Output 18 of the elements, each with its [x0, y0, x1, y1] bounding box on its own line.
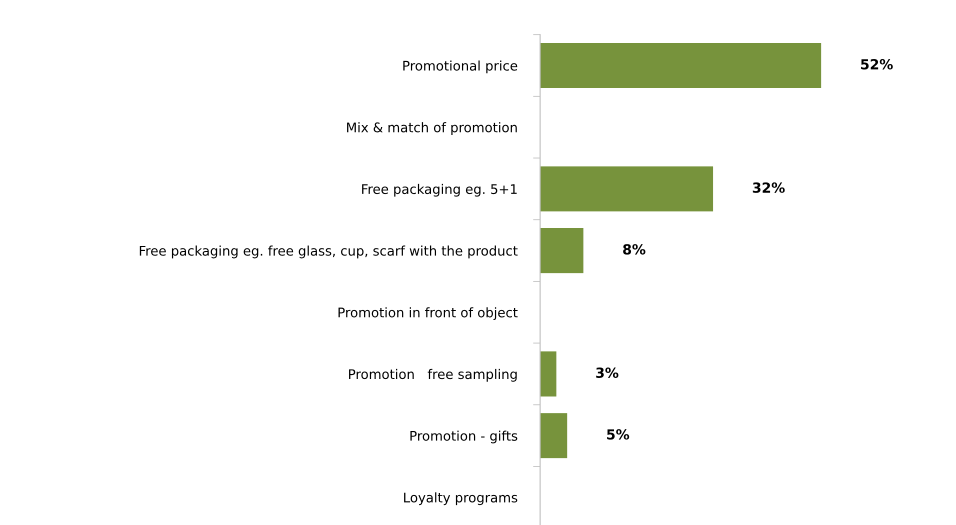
y-tick-label: Promotional price — [403, 60, 518, 74]
data-label: 5% — [607, 429, 630, 440]
bar — [540, 351, 556, 396]
y-tick-label: Free packaging eg. 5+1 — [362, 184, 517, 197]
bar — [540, 42, 822, 88]
y-tick-label: Promotion in front of object — [338, 307, 518, 320]
bar — [540, 166, 714, 212]
y-tick-label: Promotion free sampling — [349, 368, 517, 382]
y-tick-label: Free packaging eg. free glass, cup, scarf with the product — [140, 246, 518, 258]
y-tick-label: Mix & match of promotion — [347, 122, 517, 135]
data-label: 3% — [596, 367, 618, 378]
data-label: 32% — [752, 182, 785, 193]
data-label: 8% — [623, 244, 646, 255]
data-label: 52% — [861, 59, 893, 70]
bar — [540, 413, 568, 458]
y-tick-label: Promotion - gifts — [410, 430, 518, 444]
bar — [540, 228, 584, 274]
y-tick-label: Loyalty programs — [404, 492, 518, 506]
